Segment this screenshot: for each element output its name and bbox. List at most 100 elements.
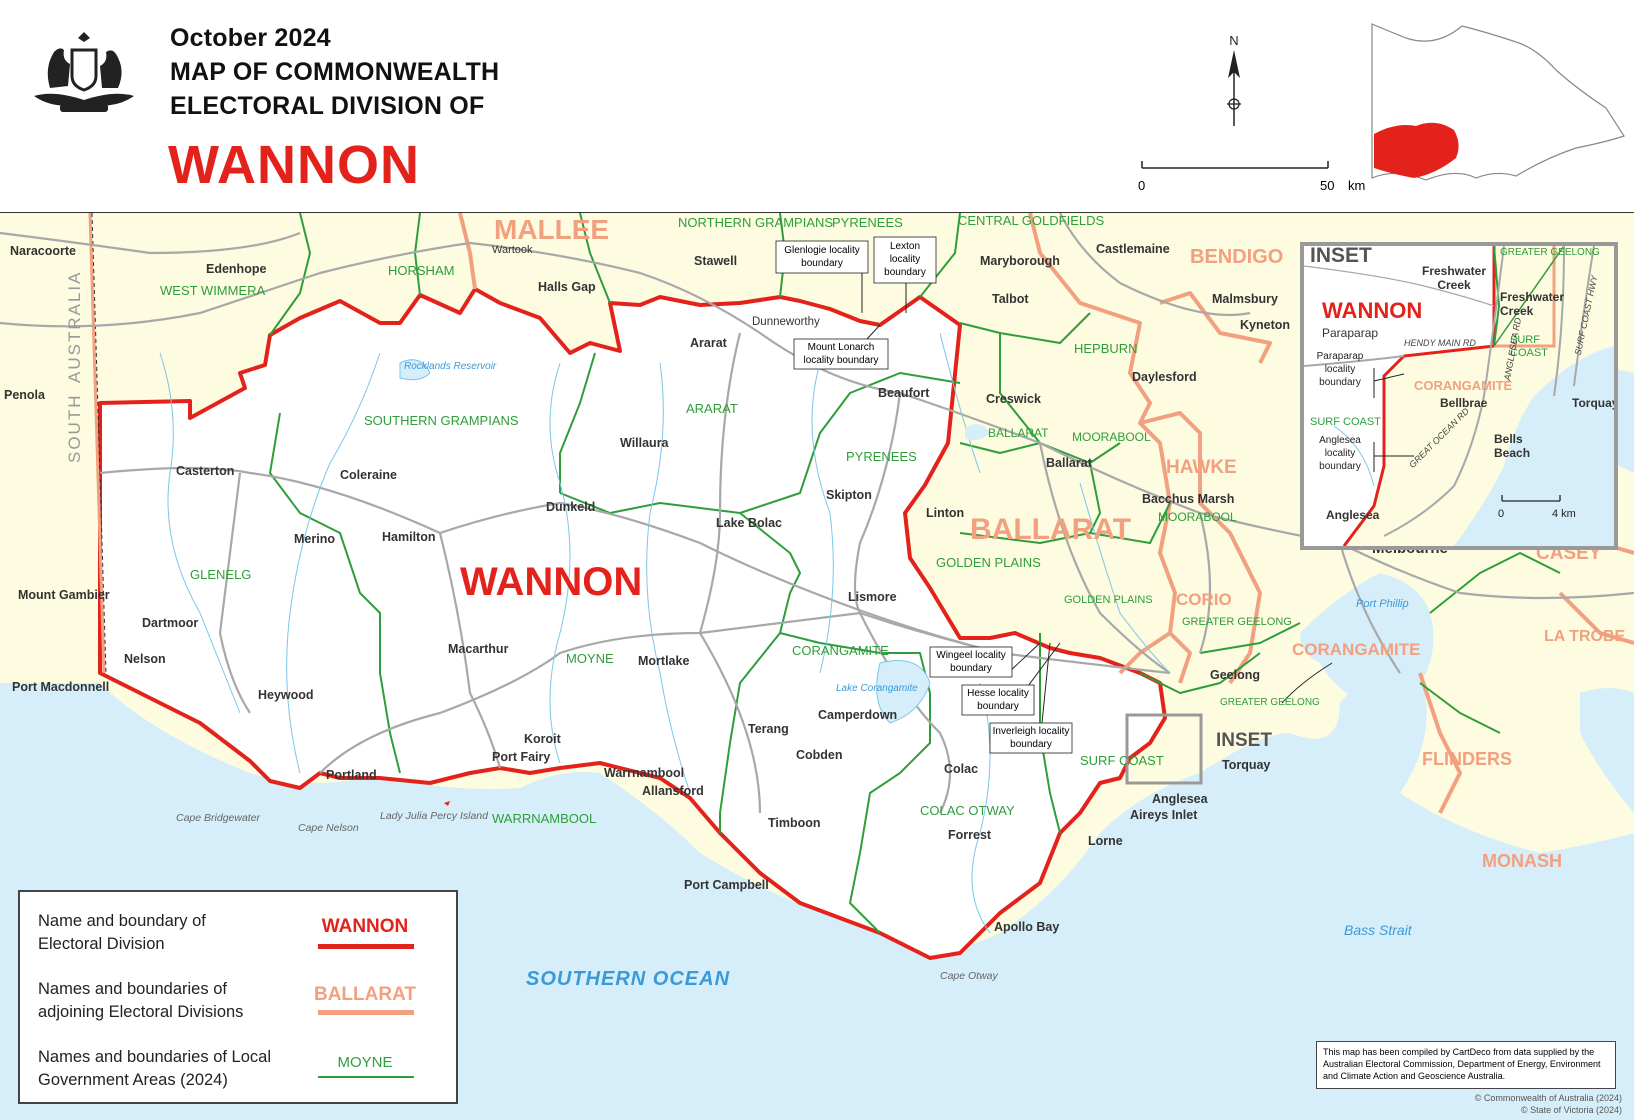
inset-anglesea: Anglesea — [1326, 508, 1380, 522]
map-header: October 2024 MAP OF COMMONWEALTH ELECTOR… — [0, 0, 1634, 213]
rocklands-reservoir — [399, 359, 431, 381]
label-monash: MONASH — [1482, 851, 1562, 871]
state-border — [88, 213, 106, 674]
lga-northern-grampians: NORTHERN GRAMPIANS — [678, 215, 833, 230]
town-labels: Naracoorte Edenhope Wartook Halls Gap St… — [4, 242, 1448, 934]
callout-inverleigh: Inverleigh locality boundary — [992, 726, 1070, 750]
town-lismore: Lismore — [848, 590, 897, 604]
inset-scale-start: 0 — [1498, 508, 1505, 520]
legend-row-adjoining: Names and boundaries of adjoining Electo… — [38, 980, 244, 1021]
scale-bar: 0 50 km — [1138, 158, 1365, 198]
town-wartook: Wartook — [492, 244, 533, 256]
inset-corangamite-label: CORANGAMITE — [1414, 378, 1513, 393]
scale-start: 0 — [1138, 178, 1146, 193]
label-lady-julia-percy: Lady Julia Percy Island — [380, 810, 489, 822]
lga-moorabool-north: MOORABOOL — [1072, 430, 1151, 444]
town-mount-gambier: Mount Gambier — [18, 588, 110, 602]
legend-sample-division: WANNON — [321, 916, 409, 937]
label-bendigo: BENDIGO — [1190, 246, 1283, 268]
legend-line-division — [318, 944, 414, 949]
lga-moyne: MOYNE — [566, 651, 614, 666]
lga-colac-otway: COLAC OTWAY — [920, 803, 1015, 818]
town-daylesford: Daylesford — [1132, 370, 1197, 384]
legend-row-lga: Names and boundaries of Local Government… — [38, 1048, 271, 1089]
scale-end: 50 — [1320, 178, 1335, 193]
town-port-macdonnell: Port Macdonnell — [12, 680, 109, 694]
town-dunneworthy: Dunneworthy — [752, 316, 820, 328]
north-label: N — [1229, 33, 1238, 48]
town-penola: Penola — [4, 388, 46, 402]
map-title-line1: MAP OF COMMONWEALTH — [170, 58, 500, 86]
town-linton: Linton — [926, 506, 964, 520]
inset-freshwater-creek-w: Freshwater Creek — [1421, 264, 1487, 292]
division-title: WANNON — [168, 135, 420, 195]
inset-callout-anglesea: Anglesea locality boundary — [1319, 435, 1361, 472]
legend-sample-adjoining: BALLARAT — [313, 984, 416, 1005]
label-cape-nelson: Cape Nelson — [298, 822, 359, 834]
town-ararat: Ararat — [690, 336, 728, 350]
callout-hesse: Hesse locality boundary — [967, 688, 1029, 712]
lga-labels: WEST WIMMERA HORSHAM NORTHERN GRAMPIANS … — [160, 213, 1320, 826]
label-southern-ocean: SOUTHERN OCEAN — [526, 968, 730, 990]
lga-west-wimmera: WEST WIMMERA — [160, 283, 266, 298]
town-bacchus-marsh: Bacchus Marsh — [1142, 492, 1234, 506]
legend-sample-lga: MOYNE — [337, 1054, 393, 1071]
lga-surf-coast: SURF COAST — [1080, 753, 1164, 768]
callout-wingeel: Wingeel locality boundary — [936, 650, 1006, 674]
state-label: SOUTH AUSTRALIA — [65, 271, 84, 463]
legend-row-division: Name and boundary of Electoral Division — [38, 912, 206, 953]
town-hamilton: Hamilton — [382, 530, 435, 544]
town-coleraine: Coleraine — [340, 468, 397, 482]
town-merino: Merino — [294, 532, 335, 546]
lga-horsham: HORSHAM — [388, 263, 454, 278]
label-south: SOUTH — [65, 394, 84, 464]
lga-pyrenees: PYRENEES — [846, 449, 917, 464]
wannon-division-area — [98, 287, 1167, 960]
town-kyneton: Kyneton — [1240, 318, 1290, 332]
label-corangamite: CORANGAMITE — [1292, 640, 1420, 659]
town-port-campbell: Port Campbell — [684, 878, 769, 892]
town-port-fairy: Port Fairy — [492, 750, 550, 764]
town-colac: Colac — [944, 762, 978, 776]
copyright-commonwealth: © Commonwealth of Australia (2024) — [1474, 1093, 1622, 1103]
inset-lga-greater-geelong: GREATER GEELONG — [1500, 247, 1600, 258]
town-torquay: Torquay — [1222, 758, 1270, 772]
town-halls-gap: Halls Gap — [538, 280, 596, 294]
legend-line-lga — [318, 1076, 414, 1078]
town-terang: Terang — [748, 722, 789, 736]
town-lorne: Lorne — [1088, 834, 1123, 848]
town-dunkeld: Dunkeld — [546, 500, 595, 514]
callout-glenlogie: Glenlogie locality boundary — [784, 245, 860, 269]
town-edenhope: Edenhope — [206, 262, 266, 276]
map-date: October 2024 — [170, 24, 331, 52]
copyright: © Commonwealth of Australia (2024) © Sta… — [1475, 1092, 1622, 1116]
town-macarthur: Macarthur — [448, 642, 509, 656]
adjoining-boundaries — [458, 213, 1634, 814]
lga-corangamite: CORANGAMITE — [792, 643, 889, 658]
town-forrest: Forrest — [948, 828, 992, 842]
town-cobden: Cobden — [796, 748, 843, 762]
town-beaufort: Beaufort — [878, 386, 930, 400]
scale-unit: km — [1348, 178, 1366, 193]
inset-marker-label: INSET — [1216, 730, 1272, 751]
label-mallee: MALLEE — [494, 214, 609, 245]
label-bass-strait: Bass Strait — [1344, 922, 1413, 938]
adjoining-division-labels: MALLEE BENDIGO BALLARAT HAWKE CORIO CORA… — [494, 214, 1626, 871]
lga-pyrenees-north: PYRENEES — [832, 215, 903, 230]
label-cape-bridgewater: Cape Bridgewater — [176, 812, 261, 824]
lga-warrnambool: WARRNAMBOOL — [492, 811, 596, 826]
lga-central-goldfields: CENTRAL GOLDFIELDS — [958, 213, 1104, 228]
label-la-trobe: LA TROBE — [1544, 628, 1626, 645]
label-lake-corangamite: Lake Corangamite — [836, 683, 918, 694]
locality-callouts: Glenlogie locality boundary Lexton local… — [775, 236, 1073, 754]
label-wannon-division: WANNON — [460, 560, 642, 604]
north-arrow-icon: N — [1227, 33, 1241, 126]
inset-map: INSET WANNON CORANGAMITE GREATER GEELONG… — [1300, 242, 1618, 550]
label-rocklands-reservoir: Rocklands Reservoir — [404, 361, 497, 372]
legend-line-adjoining — [318, 1010, 414, 1015]
label-port-phillip: Port Phillip — [1356, 598, 1409, 610]
inset-division-label: WANNON — [1322, 298, 1423, 323]
inset-marker-box — [1125, 713, 1203, 785]
inset-bells-beach: Bells Beach — [1494, 432, 1531, 460]
town-camperdown: Camperdown — [818, 708, 897, 722]
